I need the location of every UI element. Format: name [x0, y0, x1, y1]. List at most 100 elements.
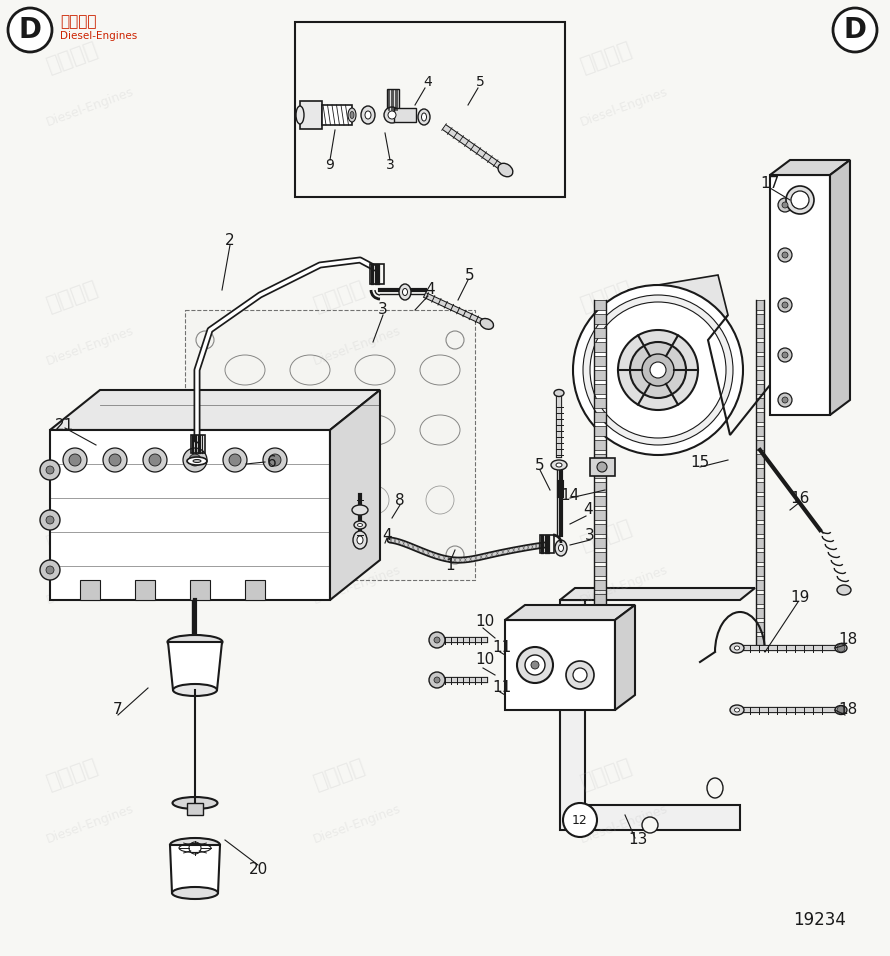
Ellipse shape — [358, 524, 362, 527]
Ellipse shape — [399, 284, 411, 300]
Bar — [756, 496, 764, 506]
Text: 紫发动力: 紫发动力 — [578, 278, 635, 315]
Ellipse shape — [361, 106, 375, 124]
Ellipse shape — [480, 318, 493, 329]
Ellipse shape — [350, 112, 354, 119]
Circle shape — [782, 352, 788, 358]
Bar — [540, 535, 554, 553]
Ellipse shape — [791, 191, 809, 209]
Text: 4: 4 — [583, 503, 593, 517]
Text: 紫发动力: 紫发动力 — [44, 756, 101, 793]
Circle shape — [597, 462, 607, 472]
Ellipse shape — [354, 521, 366, 529]
Bar — [756, 454, 764, 464]
Bar — [756, 342, 764, 352]
Bar — [770, 175, 830, 415]
Polygon shape — [168, 642, 222, 690]
Circle shape — [69, 454, 81, 466]
Text: 3: 3 — [585, 528, 595, 542]
Circle shape — [583, 295, 733, 445]
Ellipse shape — [170, 838, 220, 852]
Circle shape — [618, 330, 698, 410]
Bar — [594, 594, 606, 604]
Text: 9: 9 — [326, 158, 335, 172]
Bar — [756, 468, 764, 478]
Text: 紫发动力: 紫发动力 — [312, 756, 368, 793]
Ellipse shape — [418, 109, 430, 125]
Polygon shape — [185, 310, 475, 580]
Polygon shape — [770, 160, 850, 175]
Bar — [756, 328, 764, 338]
Bar — [187, 803, 203, 815]
Text: 4: 4 — [424, 75, 433, 89]
Circle shape — [434, 677, 440, 683]
Text: 7: 7 — [113, 703, 123, 718]
Ellipse shape — [559, 545, 563, 552]
Ellipse shape — [353, 531, 367, 549]
Circle shape — [778, 298, 792, 312]
Ellipse shape — [551, 460, 567, 470]
Text: 18: 18 — [838, 633, 858, 647]
Polygon shape — [560, 588, 755, 600]
Circle shape — [40, 460, 60, 480]
Ellipse shape — [365, 111, 371, 119]
Ellipse shape — [384, 107, 400, 123]
Text: 紫发动力: 紫发动力 — [312, 278, 368, 315]
Bar — [756, 510, 764, 520]
Circle shape — [103, 448, 127, 472]
Text: Diesel-Engines: Diesel-Engines — [312, 85, 403, 129]
Circle shape — [183, 448, 207, 472]
Text: 1: 1 — [445, 557, 455, 573]
Circle shape — [63, 448, 87, 472]
Circle shape — [40, 560, 60, 580]
Bar — [594, 370, 606, 380]
Text: D: D — [844, 16, 867, 44]
Circle shape — [40, 510, 60, 530]
Circle shape — [837, 644, 845, 652]
Circle shape — [566, 661, 594, 689]
Polygon shape — [560, 600, 740, 830]
Bar — [756, 426, 764, 436]
Bar — [594, 510, 606, 520]
Circle shape — [531, 661, 539, 669]
Circle shape — [642, 817, 658, 833]
Text: Diesel-Engines: Diesel-Engines — [578, 324, 670, 368]
Text: 紫发动力: 紫发动力 — [578, 39, 635, 76]
Circle shape — [778, 198, 792, 212]
Circle shape — [782, 202, 788, 208]
Circle shape — [563, 803, 597, 837]
Bar — [756, 398, 764, 408]
Ellipse shape — [357, 536, 363, 544]
Text: 13: 13 — [628, 833, 648, 848]
Text: 10: 10 — [475, 653, 495, 667]
Circle shape — [223, 448, 247, 472]
Circle shape — [778, 393, 792, 407]
Polygon shape — [330, 390, 380, 600]
Circle shape — [269, 454, 281, 466]
Circle shape — [778, 248, 792, 262]
Text: Diesel-Engines: Diesel-Engines — [60, 31, 137, 41]
Bar — [387, 89, 399, 113]
Circle shape — [434, 637, 440, 643]
Text: 8: 8 — [395, 492, 405, 508]
Text: 紫发动力: 紫发动力 — [60, 14, 96, 30]
Bar — [594, 496, 606, 506]
Circle shape — [837, 706, 845, 714]
Bar — [505, 620, 615, 710]
Bar — [756, 356, 764, 366]
Circle shape — [429, 632, 445, 648]
Ellipse shape — [193, 460, 201, 463]
Circle shape — [46, 466, 54, 474]
Text: 16: 16 — [790, 490, 810, 506]
Ellipse shape — [837, 585, 851, 595]
Circle shape — [229, 454, 241, 466]
Bar — [594, 454, 606, 464]
Bar — [756, 622, 764, 632]
Circle shape — [782, 252, 788, 258]
Bar — [322, 105, 352, 125]
Text: 19: 19 — [790, 591, 810, 605]
Circle shape — [189, 454, 201, 466]
Ellipse shape — [352, 505, 368, 515]
Text: 20: 20 — [248, 862, 268, 878]
Circle shape — [573, 668, 587, 682]
